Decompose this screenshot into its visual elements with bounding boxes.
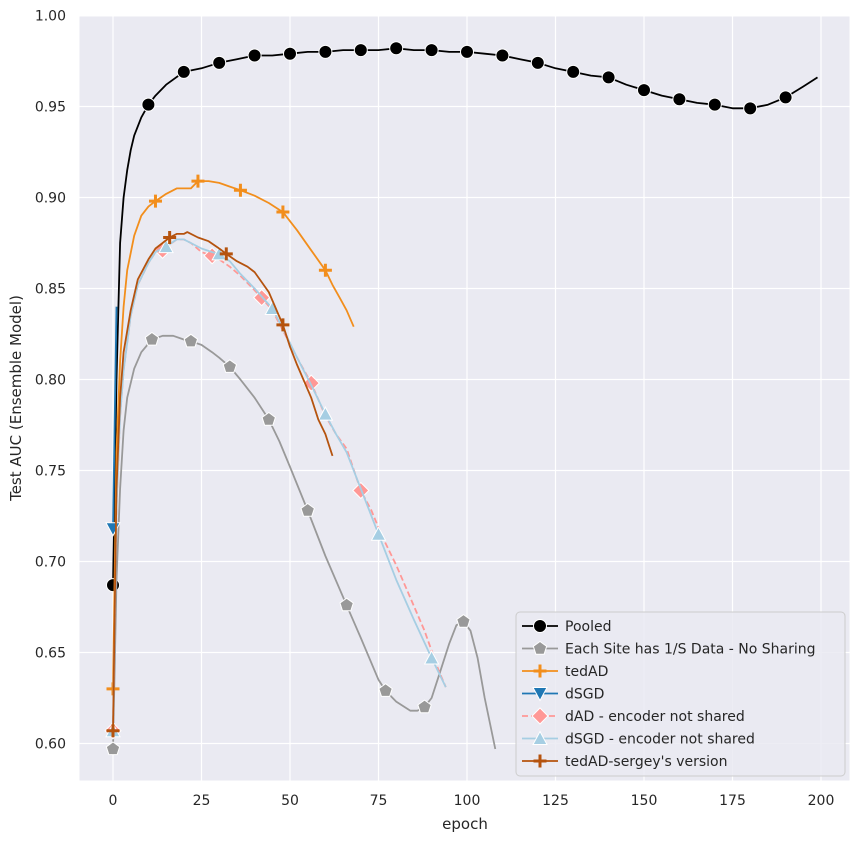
- data-point: [141, 97, 156, 112]
- x-tick-label: 200: [808, 793, 835, 809]
- y-tick-label: 0.65: [35, 646, 66, 662]
- x-tick-label: 125: [542, 793, 569, 809]
- data-point: [530, 55, 545, 70]
- legend: Pooled Each Site has 1/S Data - No Sharin…: [515, 611, 846, 777]
- legend-entry: tedAD: [522, 664, 608, 680]
- legend-entry: tedAD-sergey's version: [522, 754, 727, 770]
- data-point: [707, 97, 722, 112]
- y-tick-label: 0.70: [35, 555, 66, 571]
- y-tick-label: 1.00: [35, 9, 66, 25]
- legend-label: tedAD-sergey's version: [565, 754, 727, 770]
- series-line: [112, 231, 334, 731]
- series-group: [104, 41, 818, 756]
- legend-swatch-marker: [532, 687, 548, 702]
- legend-swatch-marker: [532, 730, 548, 745]
- data-point: [423, 649, 440, 665]
- data-point: [105, 741, 121, 756]
- data-point: [601, 70, 616, 85]
- data-point: [317, 406, 334, 421]
- data-point: [106, 724, 120, 738]
- legend-entry: dAD - encoder not shared: [522, 707, 745, 725]
- data-point: [318, 44, 333, 59]
- legend-swatch-marker: [533, 754, 547, 768]
- x-tick-label: 175: [719, 793, 746, 809]
- data-point: [276, 318, 290, 332]
- data-point: [460, 44, 474, 59]
- legend-label: Pooled: [565, 619, 611, 635]
- data-point: [219, 247, 233, 261]
- legend-swatch-marker: [533, 664, 547, 678]
- series-line: [112, 238, 447, 731]
- legend-label: tedAD: [565, 664, 608, 680]
- x-tick-label: 100: [454, 793, 481, 809]
- data-point: [212, 55, 227, 70]
- data-point: [378, 683, 393, 697]
- data-point: [163, 231, 177, 245]
- data-point: [417, 699, 432, 714]
- y-axis-label: Test AUC (Ensemble Model): [7, 295, 25, 502]
- x-axis-ticks: 0 25 50 75 100 125 150 175 200: [109, 793, 835, 809]
- data-point: [283, 46, 297, 61]
- data-point: [778, 90, 793, 105]
- legend-entry: dSGD - encoder not shared: [522, 730, 755, 748]
- legend-swatch-marker: [533, 619, 547, 633]
- legend-entry: Pooled: [522, 619, 611, 635]
- series-tedad-sergey-s-version: [106, 231, 334, 738]
- y-tick-label: 0.95: [35, 100, 66, 116]
- legend-box: [515, 611, 846, 777]
- data-point: [106, 578, 120, 593]
- x-axis-label: epoch: [442, 815, 488, 833]
- series-line: [112, 306, 118, 529]
- data-point: [389, 41, 404, 56]
- data-point: [424, 43, 439, 58]
- y-tick-label: 0.60: [35, 737, 66, 753]
- data-point: [144, 331, 160, 346]
- y-tick-label: 0.75: [35, 464, 66, 480]
- x-tick-label: 50: [281, 793, 299, 809]
- legend-swatch-marker: [532, 640, 548, 655]
- data-point: [176, 64, 191, 79]
- legend-entry: dSGD: [522, 687, 604, 703]
- data-point: [456, 613, 471, 628]
- y-tick-label: 0.90: [35, 191, 66, 207]
- x-tick-label: 75: [370, 793, 388, 809]
- data-point: [183, 333, 199, 348]
- data-point: [637, 83, 651, 98]
- x-tick-label: 25: [193, 793, 211, 809]
- data-point: [353, 43, 368, 58]
- data-point: [247, 48, 262, 63]
- data-point: [566, 64, 581, 79]
- data-point: [318, 263, 332, 277]
- data-point: [339, 597, 354, 612]
- data-point: [148, 194, 162, 208]
- legend-label: dAD - encoder not shared: [565, 709, 745, 725]
- y-tick-label: 0.80: [35, 373, 66, 389]
- legend-entry: Each Site has 1/S Data - No Sharing: [522, 640, 816, 658]
- data-point: [276, 205, 290, 219]
- legend-label: Each Site has 1/S Data - No Sharing: [565, 642, 816, 658]
- x-tick-label: 0: [109, 793, 118, 809]
- data-point: [261, 411, 276, 426]
- data-point: [370, 526, 387, 541]
- data-point: [191, 174, 205, 188]
- data-point: [495, 48, 510, 63]
- legend-label: dSGD: [565, 687, 604, 703]
- data-point: [233, 183, 247, 197]
- series-each-site-has-1-s-data-no-sharing: [105, 331, 497, 756]
- legend-swatch-marker: [531, 707, 549, 725]
- x-tick-label: 150: [631, 793, 658, 809]
- data-point: [672, 92, 687, 107]
- y-tick-label: 0.85: [35, 282, 66, 298]
- series-line: [112, 334, 497, 750]
- data-point: [158, 238, 174, 254]
- data-point: [300, 502, 315, 517]
- y-axis-ticks: 0.60 0.65 0.70 0.75 0.80 0.85 0.90 0.95 1.00: [35, 9, 66, 753]
- legend-label: dSGD - encoder not shared: [565, 732, 755, 748]
- data-point: [222, 359, 238, 373]
- data-point: [743, 101, 758, 116]
